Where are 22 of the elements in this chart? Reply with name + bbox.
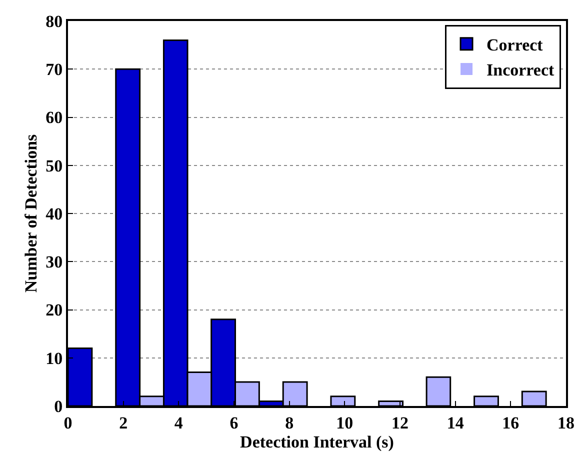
- y-tick-label: 60: [46, 108, 63, 128]
- legend-label: Incorrect: [486, 60, 555, 80]
- x-axis-title: Detection Interval (s): [240, 432, 394, 452]
- y-tick-label: 30: [46, 252, 63, 272]
- x-tick-label: 4: [174, 413, 184, 432]
- y-tick-label: 50: [46, 156, 63, 176]
- x-tick-label: 2: [119, 413, 128, 432]
- x-tick-label: 14: [446, 413, 464, 432]
- y-tick-label: 10: [46, 348, 63, 368]
- y-tick-label: 0: [54, 396, 63, 416]
- y-tick-label: 40: [46, 204, 63, 224]
- x-tick-label: 6: [230, 413, 238, 432]
- y-tick-label: 70: [46, 60, 63, 80]
- y-tick-label: 80: [46, 12, 63, 31]
- x-tick-label: 8: [285, 413, 294, 432]
- x-tick-label: 10: [336, 413, 354, 432]
- x-tick-label: 12: [392, 413, 408, 432]
- x-tick-label: 16: [502, 413, 520, 432]
- y-tick-label: 20: [46, 300, 63, 320]
- legend-label: Correct: [486, 36, 544, 55]
- x-tick-label: 18: [558, 413, 574, 432]
- y-axis-title: Number of Detections: [22, 134, 41, 293]
